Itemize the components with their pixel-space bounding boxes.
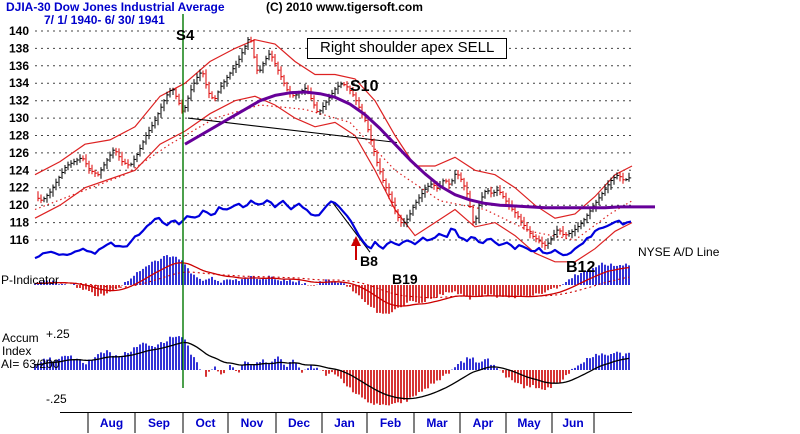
month-axis: Aug Sep Oct Nov Dec Jan Feb Mar Apr May Jun bbox=[60, 412, 632, 433]
nyse-ad-line bbox=[34, 199, 632, 260]
y-axis-label: 128 bbox=[9, 129, 29, 143]
y-axis-label: 122 bbox=[9, 181, 29, 195]
chart-title: DJIA-30 Dow Jones Industrial Average bbox=[6, 0, 225, 14]
y-axis-label: 120 bbox=[9, 198, 29, 212]
p-indicator-label: P-Indicator bbox=[1, 273, 60, 287]
month-label: Aug bbox=[100, 416, 123, 430]
month-label: Apr bbox=[473, 416, 494, 430]
moving-average-line bbox=[184, 90, 655, 210]
grid-lines: 140 138 136 134 132 130 128 126 124 122 120 118 116 bbox=[9, 24, 632, 247]
signal-s4: S4 bbox=[176, 27, 195, 44]
signal-b19: B19 bbox=[392, 271, 418, 287]
month-label: Feb bbox=[380, 416, 401, 430]
month-label: May bbox=[517, 416, 541, 430]
accum-label: Accum bbox=[2, 331, 39, 345]
y-axis-label: 132 bbox=[9, 94, 29, 108]
month-label: Jan bbox=[334, 416, 355, 430]
y-axis-label: 126 bbox=[9, 146, 29, 160]
trading-bands bbox=[34, 39, 633, 263]
month-label: Mar bbox=[426, 416, 448, 430]
copyright-label: (C) 2010 www.tigersoft.com bbox=[266, 0, 423, 14]
y-axis-label: 116 bbox=[10, 233, 30, 247]
minus-25-label: -.25 bbox=[46, 392, 67, 406]
signal-s10: S10 bbox=[350, 78, 379, 95]
accum-index-line bbox=[34, 341, 630, 400]
index-label: Index bbox=[2, 344, 32, 358]
y-axis-label: 118 bbox=[10, 216, 30, 230]
sell-annotation-box: Right shoulder apex SELL bbox=[307, 38, 508, 59]
nyse-ad-line-label: NYSE A/D Line bbox=[638, 245, 720, 259]
y-axis-label: 138 bbox=[9, 41, 29, 55]
ai-ratio-label: AI= 63/200 bbox=[1, 357, 60, 371]
y-axis-label: 140 bbox=[9, 24, 29, 38]
p-indicator-histogram bbox=[34, 255, 630, 314]
month-label: Dec bbox=[288, 416, 310, 430]
y-axis-label: 130 bbox=[9, 111, 29, 125]
y-axis-label: 134 bbox=[9, 76, 29, 90]
month-label: Jun bbox=[562, 416, 583, 430]
signal-b8: B8 bbox=[360, 253, 378, 269]
buy-arrow-icon bbox=[351, 236, 361, 260]
month-label: Nov bbox=[241, 416, 264, 430]
p-indicator-signal-line bbox=[34, 262, 630, 307]
plus-25-label: +.25 bbox=[46, 327, 70, 341]
price-bars bbox=[37, 36, 632, 250]
y-axis-label: 124 bbox=[9, 163, 29, 177]
month-label: Sep bbox=[148, 416, 170, 430]
date-range-label: 7/ 1/ 1940- 6/ 30/ 1941 bbox=[44, 13, 165, 27]
trend-lines bbox=[187, 117, 398, 253]
y-axis-label: 136 bbox=[9, 59, 29, 73]
month-label: Oct bbox=[195, 416, 215, 430]
accum-index-histogram bbox=[34, 336, 630, 406]
signal-b12: B12 bbox=[566, 259, 596, 276]
